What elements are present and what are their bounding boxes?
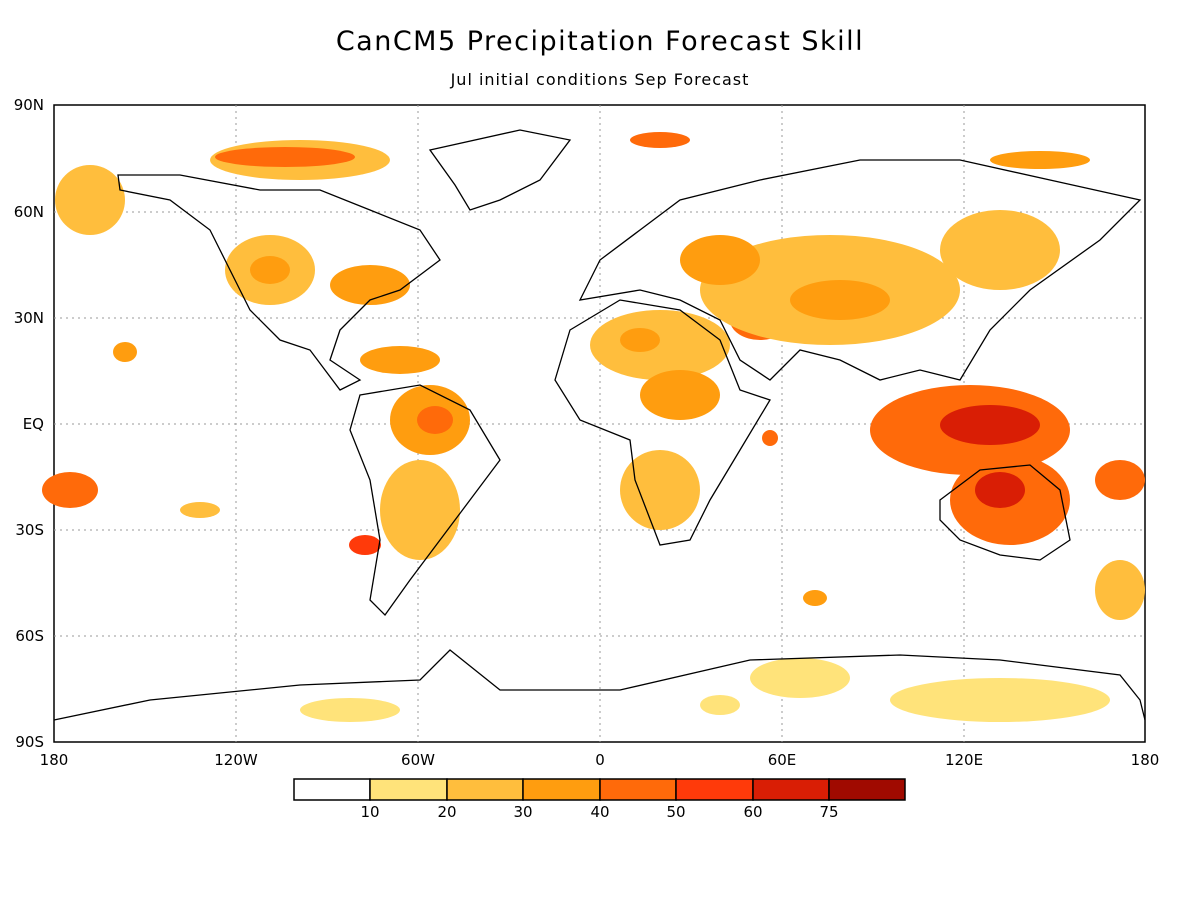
colorbar-label-40: 40 — [590, 803, 610, 821]
lon-label-0: 0 — [595, 751, 605, 769]
map-title: CanCM5 Precipitation Forecast Skill — [335, 26, 865, 57]
colorbar-label-20: 20 — [437, 803, 457, 821]
lon-label-120e: 120E — [944, 751, 984, 769]
lat-label-90n: 90N — [13, 96, 44, 114]
colorbar-label-50: 50 — [666, 803, 686, 821]
colorbar-label-10: 10 — [360, 803, 380, 821]
colorbar — [293, 778, 906, 801]
colorbar-label-30: 30 — [513, 803, 533, 821]
lon-label-120w: 120W — [214, 751, 258, 769]
map-subtitle: Jul initial conditions Sep Forecast — [450, 70, 750, 89]
coastlines — [53, 129, 1146, 721]
skill-shading — [42, 132, 1145, 722]
lat-label-30n: 30N — [13, 309, 44, 327]
lat-label-60n: 60N — [13, 203, 44, 221]
lat-label-60s: 60S — [15, 627, 44, 645]
colorbar-label-60: 60 — [743, 803, 763, 821]
lon-label-180e: 180 — [1130, 751, 1160, 769]
lat-label-30s: 30S — [15, 521, 44, 539]
lat-label-eq: EQ — [22, 415, 44, 433]
lon-label-60w: 60W — [401, 751, 435, 769]
lon-label-60e: 60E — [767, 751, 797, 769]
lon-label-180w: 180 — [39, 751, 69, 769]
colorbar-label-75: 75 — [819, 803, 839, 821]
lat-label-90s: 90S — [15, 733, 44, 751]
